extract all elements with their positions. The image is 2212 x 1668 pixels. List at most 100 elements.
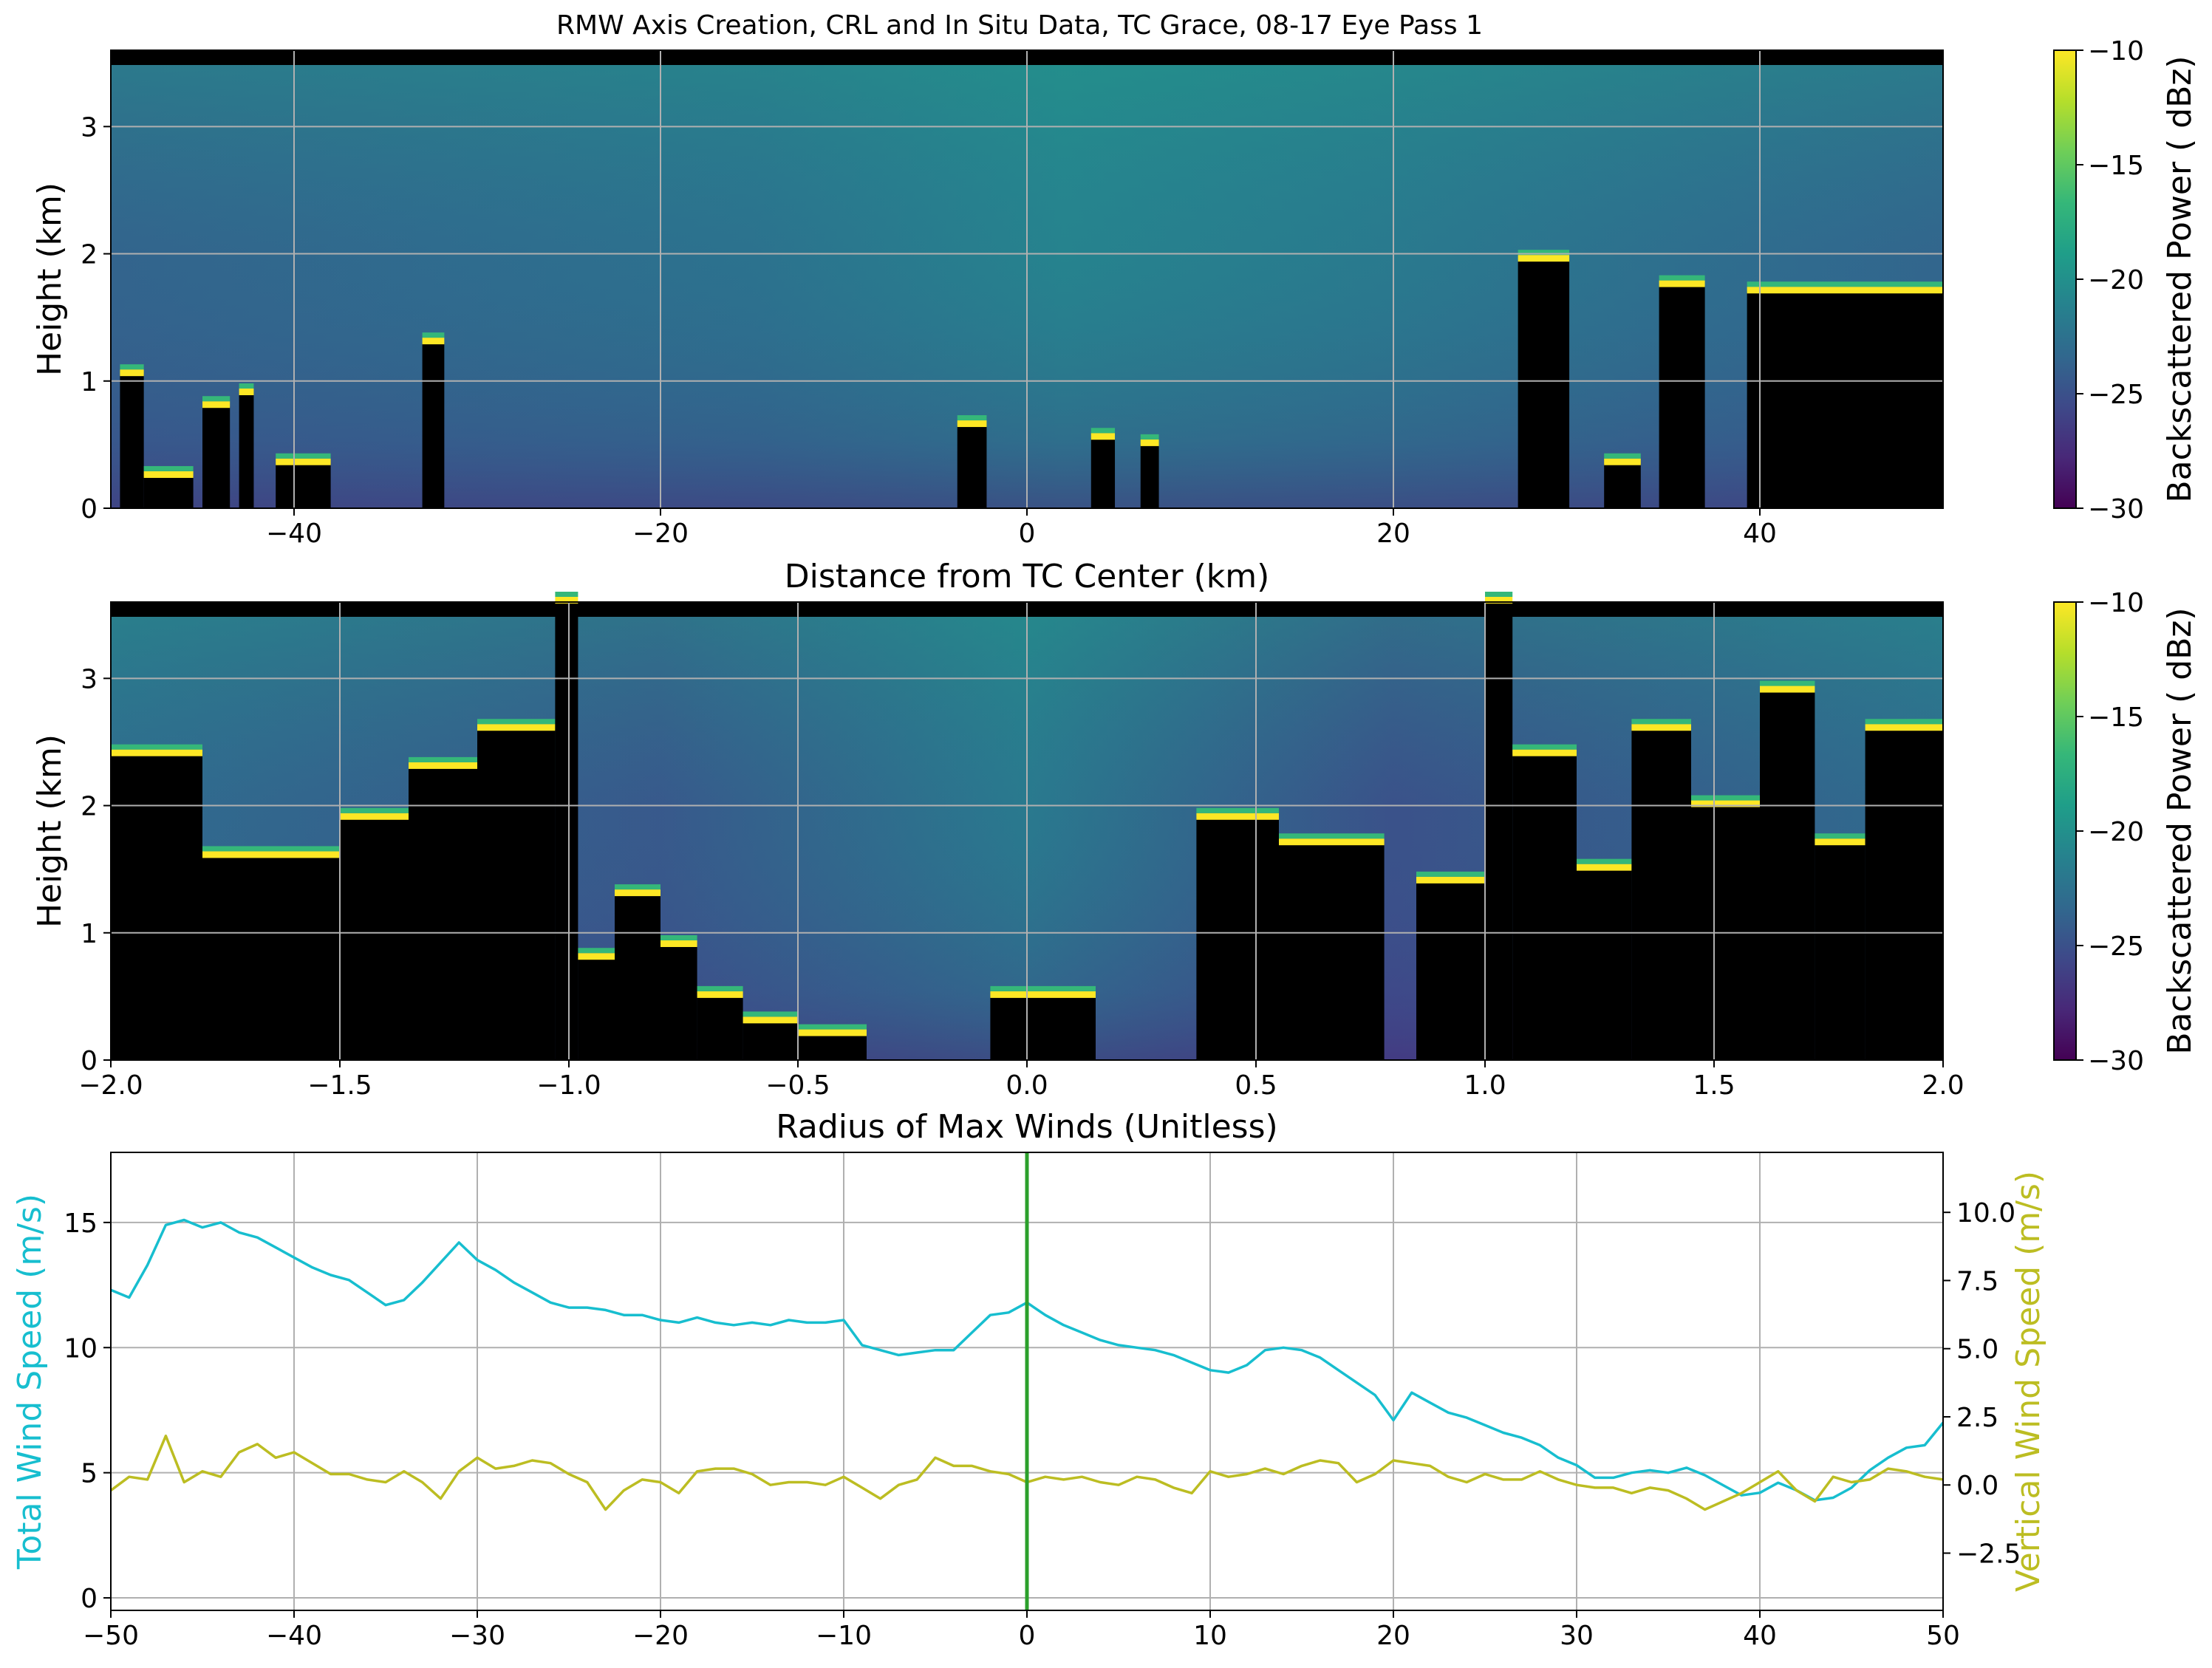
cloud-top-echo	[239, 389, 254, 395]
cloud-top-halo	[1631, 719, 1691, 725]
no-signal-region	[578, 958, 615, 1060]
cloud-top-halo	[120, 364, 144, 370]
cloud-top-echo	[1512, 749, 1577, 756]
colorbar-2: −30 −25 −20 −15 −10 Backscattered Power ( dB…	[2053, 588, 2199, 1076]
left-y-tick-label: 15	[64, 1209, 98, 1239]
cloud-top-halo	[1747, 281, 1943, 287]
cloud-top-echo	[1815, 838, 1865, 846]
cloud-top-echo	[990, 991, 1096, 998]
cloud-top-echo	[143, 471, 194, 478]
cloud-top-halo	[957, 415, 987, 421]
left-y-tick-label: 10	[64, 1333, 98, 1364]
no-signal-region	[276, 463, 331, 508]
y-tick-label: 0	[81, 1046, 98, 1076]
panel1-y-axis-label: Height (km)	[31, 182, 69, 376]
right-y-tick-label: 5.0	[1956, 1335, 1998, 1365]
cloud-top-echo	[1090, 433, 1116, 440]
cloud-top-halo	[1518, 250, 1570, 256]
x-tick-label: 0	[1019, 519, 1036, 549]
colorbar-tick-label: −30	[2088, 1046, 2144, 1076]
no-signal-region	[798, 1034, 867, 1060]
no-signal-region	[990, 996, 1096, 1060]
x-tick-label: 40	[1743, 519, 1777, 549]
no-signal-region	[1815, 844, 1865, 1060]
colorbar2-label: Backscattered Power ( dBz)	[2161, 607, 2199, 1054]
cloud-top-halo	[1577, 858, 1632, 864]
right-y-tick-label: 10.0	[1956, 1198, 2015, 1228]
x-tick-label: 10	[1193, 1621, 1227, 1651]
left-y-axis-label: Total Wind Speed (m/s)	[11, 1194, 49, 1570]
panel1-x-axis-label: Distance from TC Center (km)	[785, 558, 1270, 595]
cloud-top-echo	[1865, 724, 1943, 731]
no-signal-region	[1512, 754, 1577, 1060]
panel-middle-heatmap: −2.0 −1.5 −1.0 −0.5 0.0 0.5 1.0 1.5 2.0 0 1 2 3 Radi…	[31, 592, 1964, 1146]
no-signal-region	[120, 375, 144, 508]
cloud-top-echo	[1760, 686, 1815, 693]
colorbar-tick-label: −25	[2088, 932, 2144, 962]
figure-title: RMW Axis Creation, CRL and In Situ Data,…	[556, 10, 1483, 41]
cloud-top-halo	[1659, 275, 1705, 281]
colorbar1-gradient	[2053, 49, 2077, 509]
no-signal-region	[111, 754, 202, 1060]
no-signal-region	[1760, 691, 1815, 1060]
colorbar-tick-label: −15	[2088, 151, 2144, 181]
no-signal-region	[340, 818, 409, 1060]
right-y-tick-label: 7.5	[1956, 1266, 1998, 1296]
no-signal-region	[1090, 438, 1116, 508]
cloud-top-halo	[1512, 744, 1577, 750]
cloud-top-echo	[743, 1016, 798, 1024]
cloud-top-echo	[798, 1029, 867, 1036]
cloud-top-echo	[1416, 876, 1485, 883]
no-signal-region	[1140, 444, 1159, 508]
no-signal-region	[957, 425, 987, 508]
cloud-top-echo	[1140, 439, 1159, 446]
cloud-top-echo	[1604, 458, 1641, 465]
cloud-top-halo	[422, 332, 445, 338]
cloud-top-halo	[990, 985, 1096, 991]
cloud-top-echo	[1196, 813, 1279, 820]
cloud-top-echo	[276, 458, 331, 465]
cloud-top-halo	[1196, 807, 1279, 813]
cloud-top-echo	[422, 338, 445, 345]
colorbar-tick-label: −20	[2088, 265, 2144, 295]
y-tick-label: 2	[81, 240, 98, 270]
cloud-top-halo	[340, 807, 409, 813]
y-tick-label: 2	[81, 792, 98, 822]
cloud-top-echo	[1631, 724, 1691, 731]
no-signal-region	[615, 895, 660, 1060]
cloud-top-echo	[1691, 800, 1760, 807]
y-tick-label: 3	[81, 664, 98, 694]
colorbar1-label: Backscattered Power ( dBz)	[2161, 55, 2199, 502]
x-tick-label: −50	[83, 1621, 139, 1651]
cloud-top-echo	[111, 749, 202, 756]
cloud-top-echo	[1279, 838, 1385, 846]
colorbar-1: −30 −25 −20 −15 −10 Backscattered Power ( dB…	[2053, 36, 2199, 524]
x-tick-label: 40	[1743, 1621, 1777, 1651]
cloud-top-echo	[555, 597, 578, 604]
cloud-top-halo	[1485, 592, 1513, 597]
no-signal-region	[743, 1022, 798, 1060]
x-tick-label: −20	[632, 1621, 689, 1651]
no-signal-region	[1747, 292, 1943, 508]
no-signal-region	[1604, 463, 1641, 508]
cloud-top-echo	[578, 953, 615, 960]
x-tick-label: 1.0	[1464, 1070, 1506, 1101]
colorbar-tick-label: −20	[2088, 817, 2144, 847]
no-signal-region	[409, 767, 477, 1060]
no-signal-region	[422, 343, 445, 508]
cloud-top-halo	[1140, 434, 1159, 440]
x-tick-label: −2.0	[78, 1070, 143, 1101]
no-signal-region	[1865, 729, 1943, 1060]
x-tick-label: 20	[1376, 519, 1410, 549]
y-tick-label: 3	[81, 112, 98, 143]
x-tick-label: 30	[1560, 1621, 1594, 1651]
cloud-top-echo	[120, 369, 144, 377]
cloud-top-halo	[409, 756, 477, 762]
no-signal-region	[143, 476, 194, 508]
x-tick-label: −40	[266, 1621, 322, 1651]
cloud-top-halo	[615, 884, 660, 890]
cloud-top-echo	[1485, 597, 1513, 604]
no-signal-region	[1279, 844, 1385, 1060]
cloud-top-halo	[202, 846, 340, 852]
